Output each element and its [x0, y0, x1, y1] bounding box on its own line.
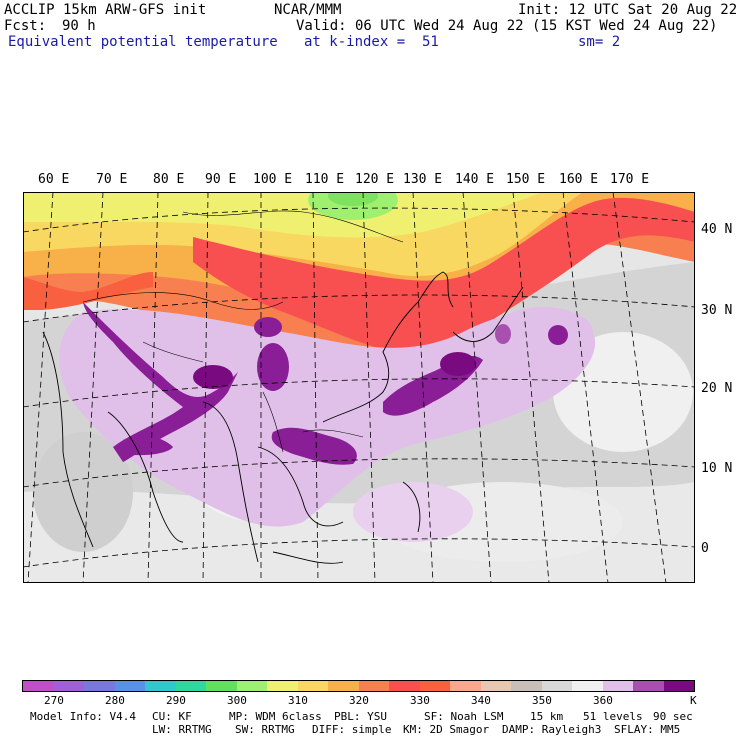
high-theta-e-core — [548, 325, 568, 345]
organization-label: NCAR/MMM — [274, 2, 342, 18]
colorbar-swatch — [602, 681, 633, 691]
colorbar-swatch — [511, 681, 542, 691]
lon-label: 100 E — [253, 172, 293, 187]
grey-region — [33, 432, 133, 552]
colorbar-swatch — [23, 681, 54, 691]
colorbar — [22, 680, 695, 692]
microphysics-scheme: MP: WDM 6class — [229, 710, 322, 723]
colorbar-swatch — [236, 681, 267, 691]
colorbar-swatch — [389, 681, 420, 691]
valid-time: Valid: 06 UTC Wed 24 Aug 22 (15 KST Wed … — [296, 18, 718, 34]
colorbar-swatch — [419, 681, 450, 691]
smoothing-label: sm= 2 — [578, 34, 621, 50]
vertical-levels: 51 levels — [583, 710, 643, 723]
forecast-hour: 90 h — [62, 18, 96, 34]
colorbar-swatch — [328, 681, 359, 691]
moderate-theta-e — [495, 324, 511, 344]
high-theta-e-band — [123, 436, 173, 456]
high-theta-e-core — [254, 317, 282, 337]
lon-label: 140 E — [455, 172, 495, 187]
lat-label: 0 — [701, 541, 709, 556]
model-version: Model Info: V4.4 — [30, 710, 136, 723]
high-theta-e-band — [271, 427, 357, 465]
map-frame — [23, 192, 695, 583]
colorbar-tick-label: 330 — [410, 694, 430, 707]
lat-label: 30 N — [701, 303, 733, 318]
colorbar-tick-label: 280 — [105, 694, 125, 707]
grid-spacing: 15 km — [530, 710, 564, 723]
theta-e-map — [23, 192, 695, 583]
lon-label: 70 E — [96, 172, 128, 187]
colorbar-tick-label: 340 — [471, 694, 491, 707]
colorbar-swatch — [53, 681, 84, 691]
surface-layer-option: SFLAY: MM5 — [614, 723, 681, 736]
colorbar-swatch — [145, 681, 176, 691]
colorbar-unit: K — [690, 694, 697, 707]
surface-scheme: SF: Noah LSM — [424, 710, 504, 723]
lat-label: 10 N — [701, 461, 733, 476]
colorbar-swatch — [267, 681, 298, 691]
lon-label: 60 E — [38, 172, 70, 187]
high-theta-e-core — [257, 343, 289, 391]
colorbar-swatch — [541, 681, 572, 691]
warm-band-lightyellow — [23, 192, 543, 238]
moist-region-light — [493, 307, 593, 357]
warm-core-red — [23, 272, 153, 310]
lon-label: 130 E — [403, 172, 443, 187]
colorbar-tick-label: 290 — [166, 694, 186, 707]
graticule — [23, 192, 695, 583]
colorbar-swatch — [175, 681, 206, 691]
field-name: Equivalent potential temperature — [8, 34, 278, 50]
colorbar-swatch — [358, 681, 389, 691]
colorbar-swatch — [572, 681, 603, 691]
longwave-scheme: LW: RRTMG — [152, 723, 212, 736]
coastlines — [42, 271, 524, 564]
colorbar-swatch — [633, 681, 664, 691]
high-theta-e-band — [83, 302, 238, 462]
high-theta-e-core — [440, 352, 476, 376]
model-title: ACCLIP 15km ARW-GFS init — [4, 2, 207, 18]
shortwave-scheme: SW: RRTMG — [235, 723, 295, 736]
colorbar-tick-label: 360 — [593, 694, 613, 707]
colorbar-swatch — [297, 681, 328, 691]
lon-label: 110 E — [305, 172, 345, 187]
lon-label: 80 E — [153, 172, 185, 187]
level-index: at k-index = 51 — [304, 34, 439, 50]
damping-option: DAMP: Rayleigh3 — [502, 723, 602, 736]
warm-core-red — [193, 197, 695, 354]
init-time: Init: 12 UTC Sat 20 Aug 22 — [518, 2, 738, 18]
lon-label: 90 E — [205, 172, 237, 187]
colorbar-swatch — [84, 681, 115, 691]
high-theta-e-core — [193, 365, 233, 389]
pbl-scheme: PBL: YSU — [334, 710, 387, 723]
lon-label: 120 E — [355, 172, 395, 187]
cumulus-scheme: CU: KF — [152, 710, 192, 723]
lat-label: 40 N — [701, 222, 733, 237]
time-step: 90 sec — [653, 710, 693, 723]
colorbar-tick-label: 300 — [227, 694, 247, 707]
diffusion-option: DIFF: simple — [312, 723, 392, 736]
colorbar-tick-label: 270 — [44, 694, 64, 707]
lon-label: 160 E — [559, 172, 599, 187]
colorbar-swatch — [663, 681, 694, 691]
km-option: KM: 2D Smagor — [403, 723, 490, 736]
forecast-label: Fcst: — [4, 18, 47, 34]
lon-label: 170 E — [610, 172, 650, 187]
lat-label: 20 N — [701, 381, 733, 396]
moist-region-light — [353, 482, 473, 542]
colorbar-tick-label: 320 — [349, 694, 369, 707]
colorbar-swatch — [206, 681, 237, 691]
country-borders — [82, 210, 404, 453]
cool-pocket-green — [328, 192, 378, 206]
colorbar-swatch — [480, 681, 511, 691]
colorbar-swatch — [450, 681, 481, 691]
colorbar-swatch — [114, 681, 145, 691]
colorbar-tick-label: 350 — [532, 694, 552, 707]
colorbar-tick-label: 310 — [288, 694, 308, 707]
lon-label: 150 E — [506, 172, 546, 187]
